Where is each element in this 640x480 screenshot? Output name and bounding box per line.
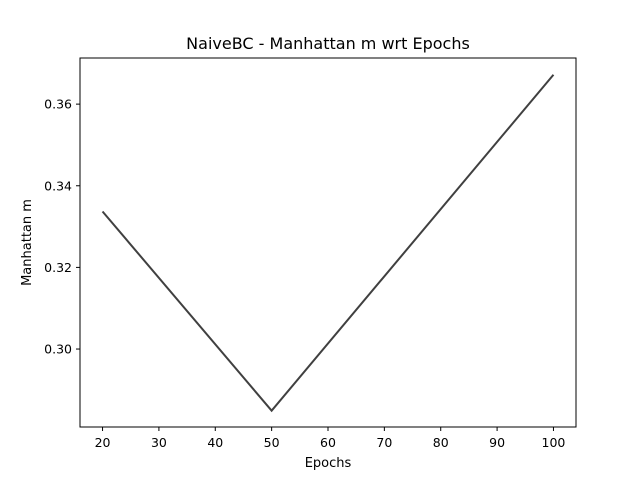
x-tick-label: 90 bbox=[489, 435, 505, 450]
y-tick-label: 0.34 bbox=[44, 178, 72, 193]
x-tick-label: 20 bbox=[95, 435, 111, 450]
y-tick-label: 0.30 bbox=[44, 342, 72, 357]
x-axis-label: Epochs bbox=[305, 456, 352, 471]
series-line bbox=[101, 74, 555, 413]
y-tick-label: 0.36 bbox=[44, 97, 72, 112]
plot-area-frame bbox=[79, 57, 577, 428]
y-tick-label: 0.32 bbox=[44, 260, 72, 275]
x-tick-label: 40 bbox=[207, 435, 223, 450]
x-tick-label: 50 bbox=[264, 435, 280, 450]
chart-title: NaiveBC - Manhattan m wrt Epochs bbox=[186, 34, 470, 53]
y-axis-label: Manhattan m bbox=[20, 199, 35, 286]
x-axis-ticks: 20 30 40 50 60 70 80 90 100 bbox=[95, 427, 566, 450]
y-axis-ticks: 0.30 0.32 0.34 0.36 bbox=[44, 97, 80, 357]
x-tick-label: 60 bbox=[320, 435, 336, 450]
x-tick-label: 70 bbox=[376, 435, 392, 450]
x-tick-label: 100 bbox=[542, 435, 566, 450]
x-tick-label: 80 bbox=[433, 435, 449, 450]
x-tick-label: 30 bbox=[151, 435, 167, 450]
